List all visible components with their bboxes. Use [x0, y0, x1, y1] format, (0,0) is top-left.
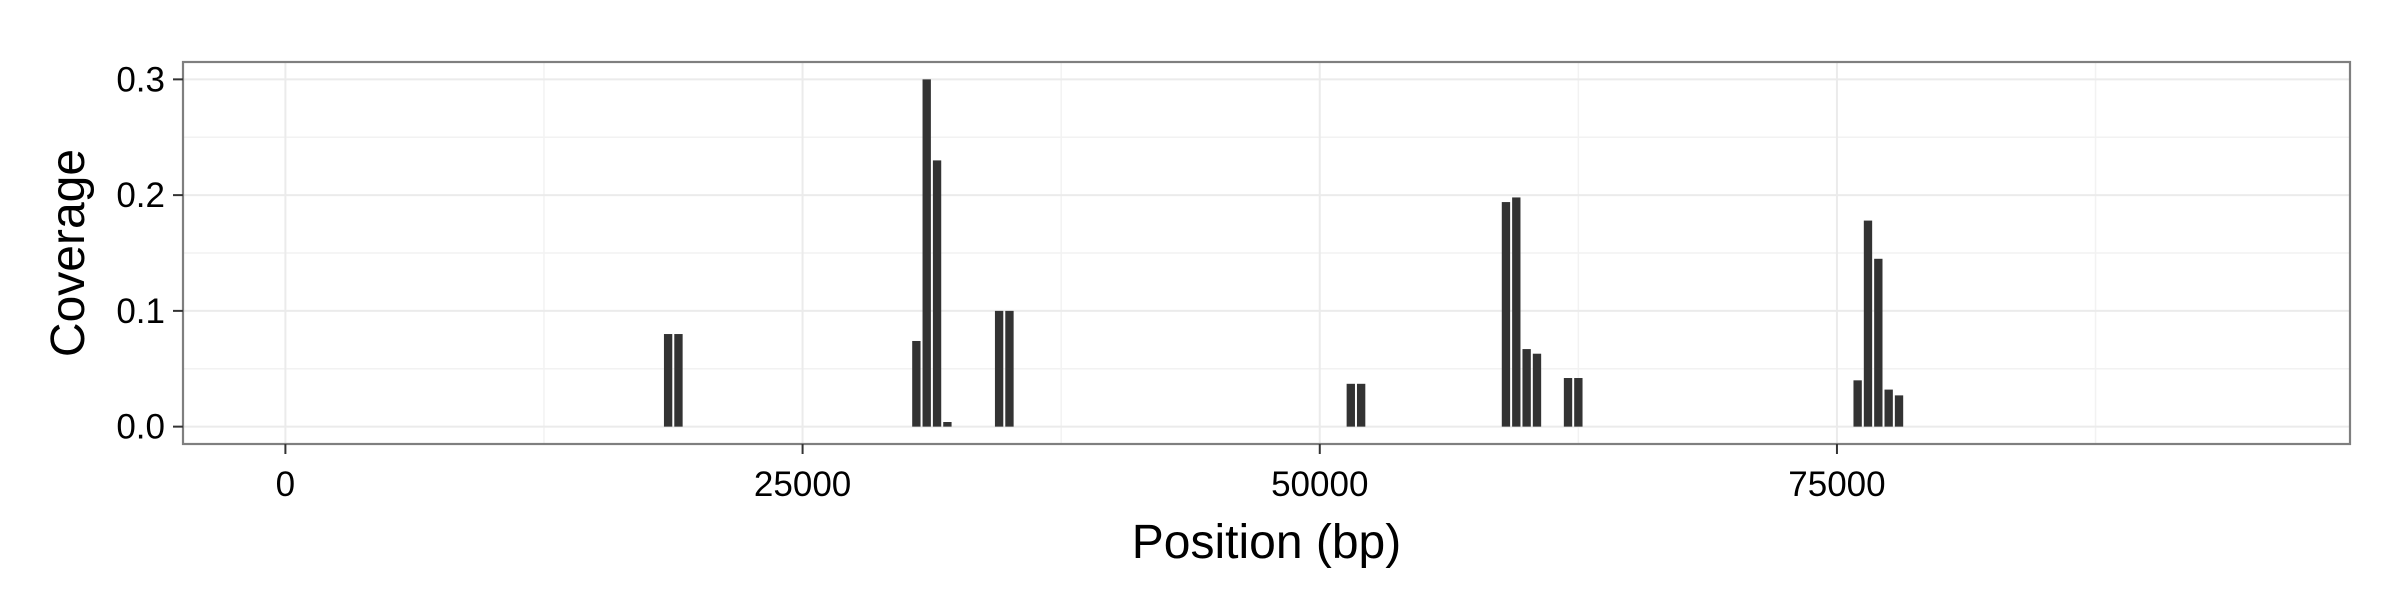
bar	[674, 334, 683, 427]
bar	[1532, 353, 1542, 427]
plot-panel-border	[181, 60, 2352, 446]
bar	[943, 422, 952, 427]
bar	[1574, 378, 1583, 427]
bar	[912, 340, 921, 427]
bars	[663, 79, 1904, 427]
bar	[1005, 310, 1014, 427]
x-tick-label: 75000	[1788, 465, 1885, 504]
bar	[1863, 220, 1873, 427]
bar	[1874, 258, 1883, 427]
bar	[922, 79, 931, 427]
bar	[932, 160, 942, 427]
bar	[1522, 349, 1531, 427]
x-tick-label: 0	[276, 465, 295, 504]
x-tick-label: 25000	[754, 465, 851, 504]
bar	[1894, 395, 1904, 427]
bar	[1501, 202, 1511, 427]
y-axis-title: Coverage	[42, 149, 95, 357]
x-axis-title: Position (bp)	[1132, 516, 1401, 569]
x-tick-label: 50000	[1271, 465, 1368, 504]
grid-lines	[183, 62, 2350, 444]
y-tick-label: 0.2	[116, 176, 165, 215]
y-tick-label: 0.0	[116, 408, 165, 447]
bar	[663, 334, 673, 427]
axis-ticks: 0.0 0.1 0.2 0.3 0 25000 50000 75000	[116, 60, 1885, 504]
bar	[1884, 389, 1893, 427]
bar	[1512, 197, 1521, 427]
bar	[994, 310, 1004, 427]
y-tick-label: 0.1	[116, 292, 165, 331]
y-tick-label: 0.3	[116, 60, 165, 99]
bar	[1346, 383, 1355, 427]
bar	[1563, 378, 1573, 427]
bar	[1853, 380, 1862, 427]
bar	[1356, 383, 1366, 427]
